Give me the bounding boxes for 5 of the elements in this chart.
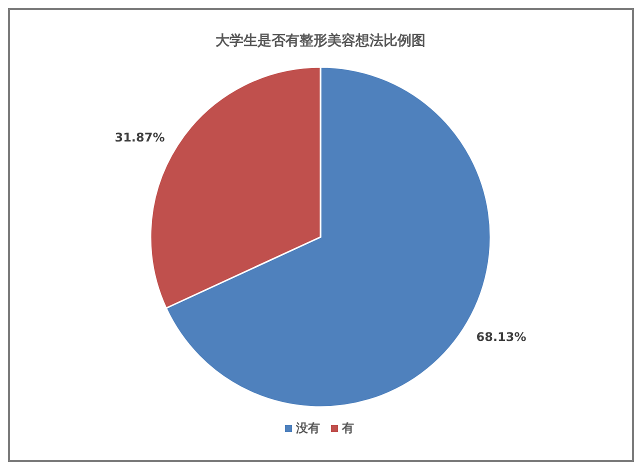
data-label: 68.13% bbox=[476, 330, 526, 344]
legend-label: 有 bbox=[341, 421, 354, 435]
legend-label: 没有 bbox=[295, 421, 320, 435]
data-label: 31.87% bbox=[114, 130, 165, 144]
chart-title: 大学生是否有整形美容想法比例图 bbox=[216, 32, 426, 49]
